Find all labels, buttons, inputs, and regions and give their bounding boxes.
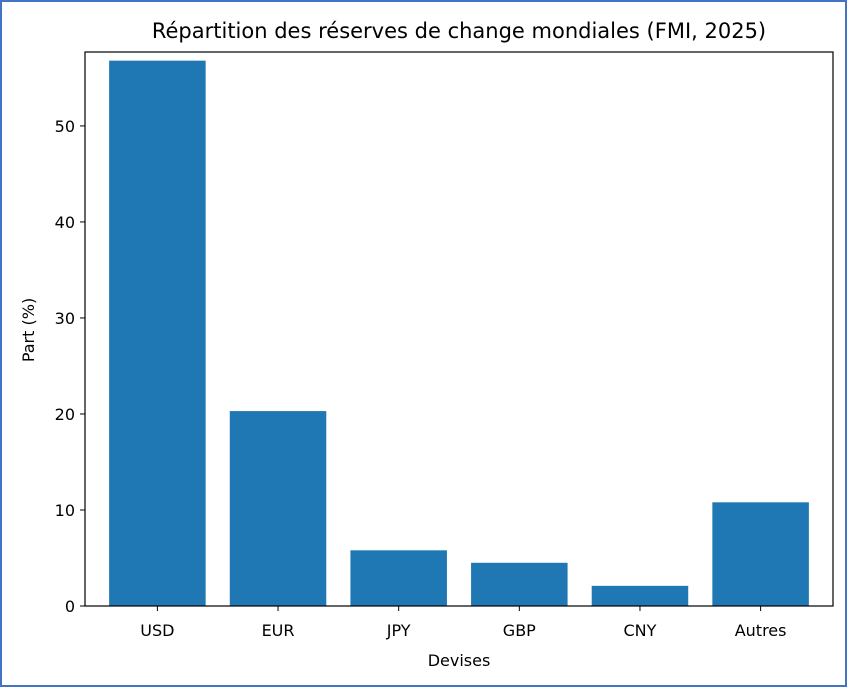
bar-cny — [591, 585, 689, 606]
y-axis-label: Part (%) — [19, 298, 38, 362]
x-tick-label: GBP — [503, 621, 536, 640]
x-tick-label: EUR — [262, 621, 295, 640]
y-tick-label: 50 — [55, 117, 75, 136]
y-tick-label: 30 — [55, 309, 75, 328]
y-tick-label: 10 — [55, 501, 75, 520]
chart-title: Répartition des réserves de change mondi… — [152, 19, 766, 43]
y-axis-ticks: 0 10 20 30 40 50 — [55, 117, 85, 616]
x-axis-ticks: USD EUR JPY GBP CNY Autres — [140, 606, 786, 640]
bar-eur — [229, 411, 327, 606]
bar-jpy — [350, 550, 447, 606]
plot-area-frame — [84, 51, 834, 607]
bar-usd — [109, 60, 206, 607]
x-tick-label: USD — [140, 621, 174, 640]
x-axis-label: Devises — [428, 651, 491, 670]
bar-autres — [712, 502, 809, 606]
y-tick-label: 20 — [55, 405, 75, 424]
y-tick-label: 0 — [65, 597, 75, 616]
y-tick-label: 40 — [55, 213, 75, 232]
x-tick-label: CNY — [624, 621, 657, 640]
x-tick-label: Autres — [735, 621, 787, 640]
bar-gbp — [471, 562, 568, 606]
bars-group — [109, 60, 809, 607]
x-tick-label: JPY — [386, 621, 411, 640]
